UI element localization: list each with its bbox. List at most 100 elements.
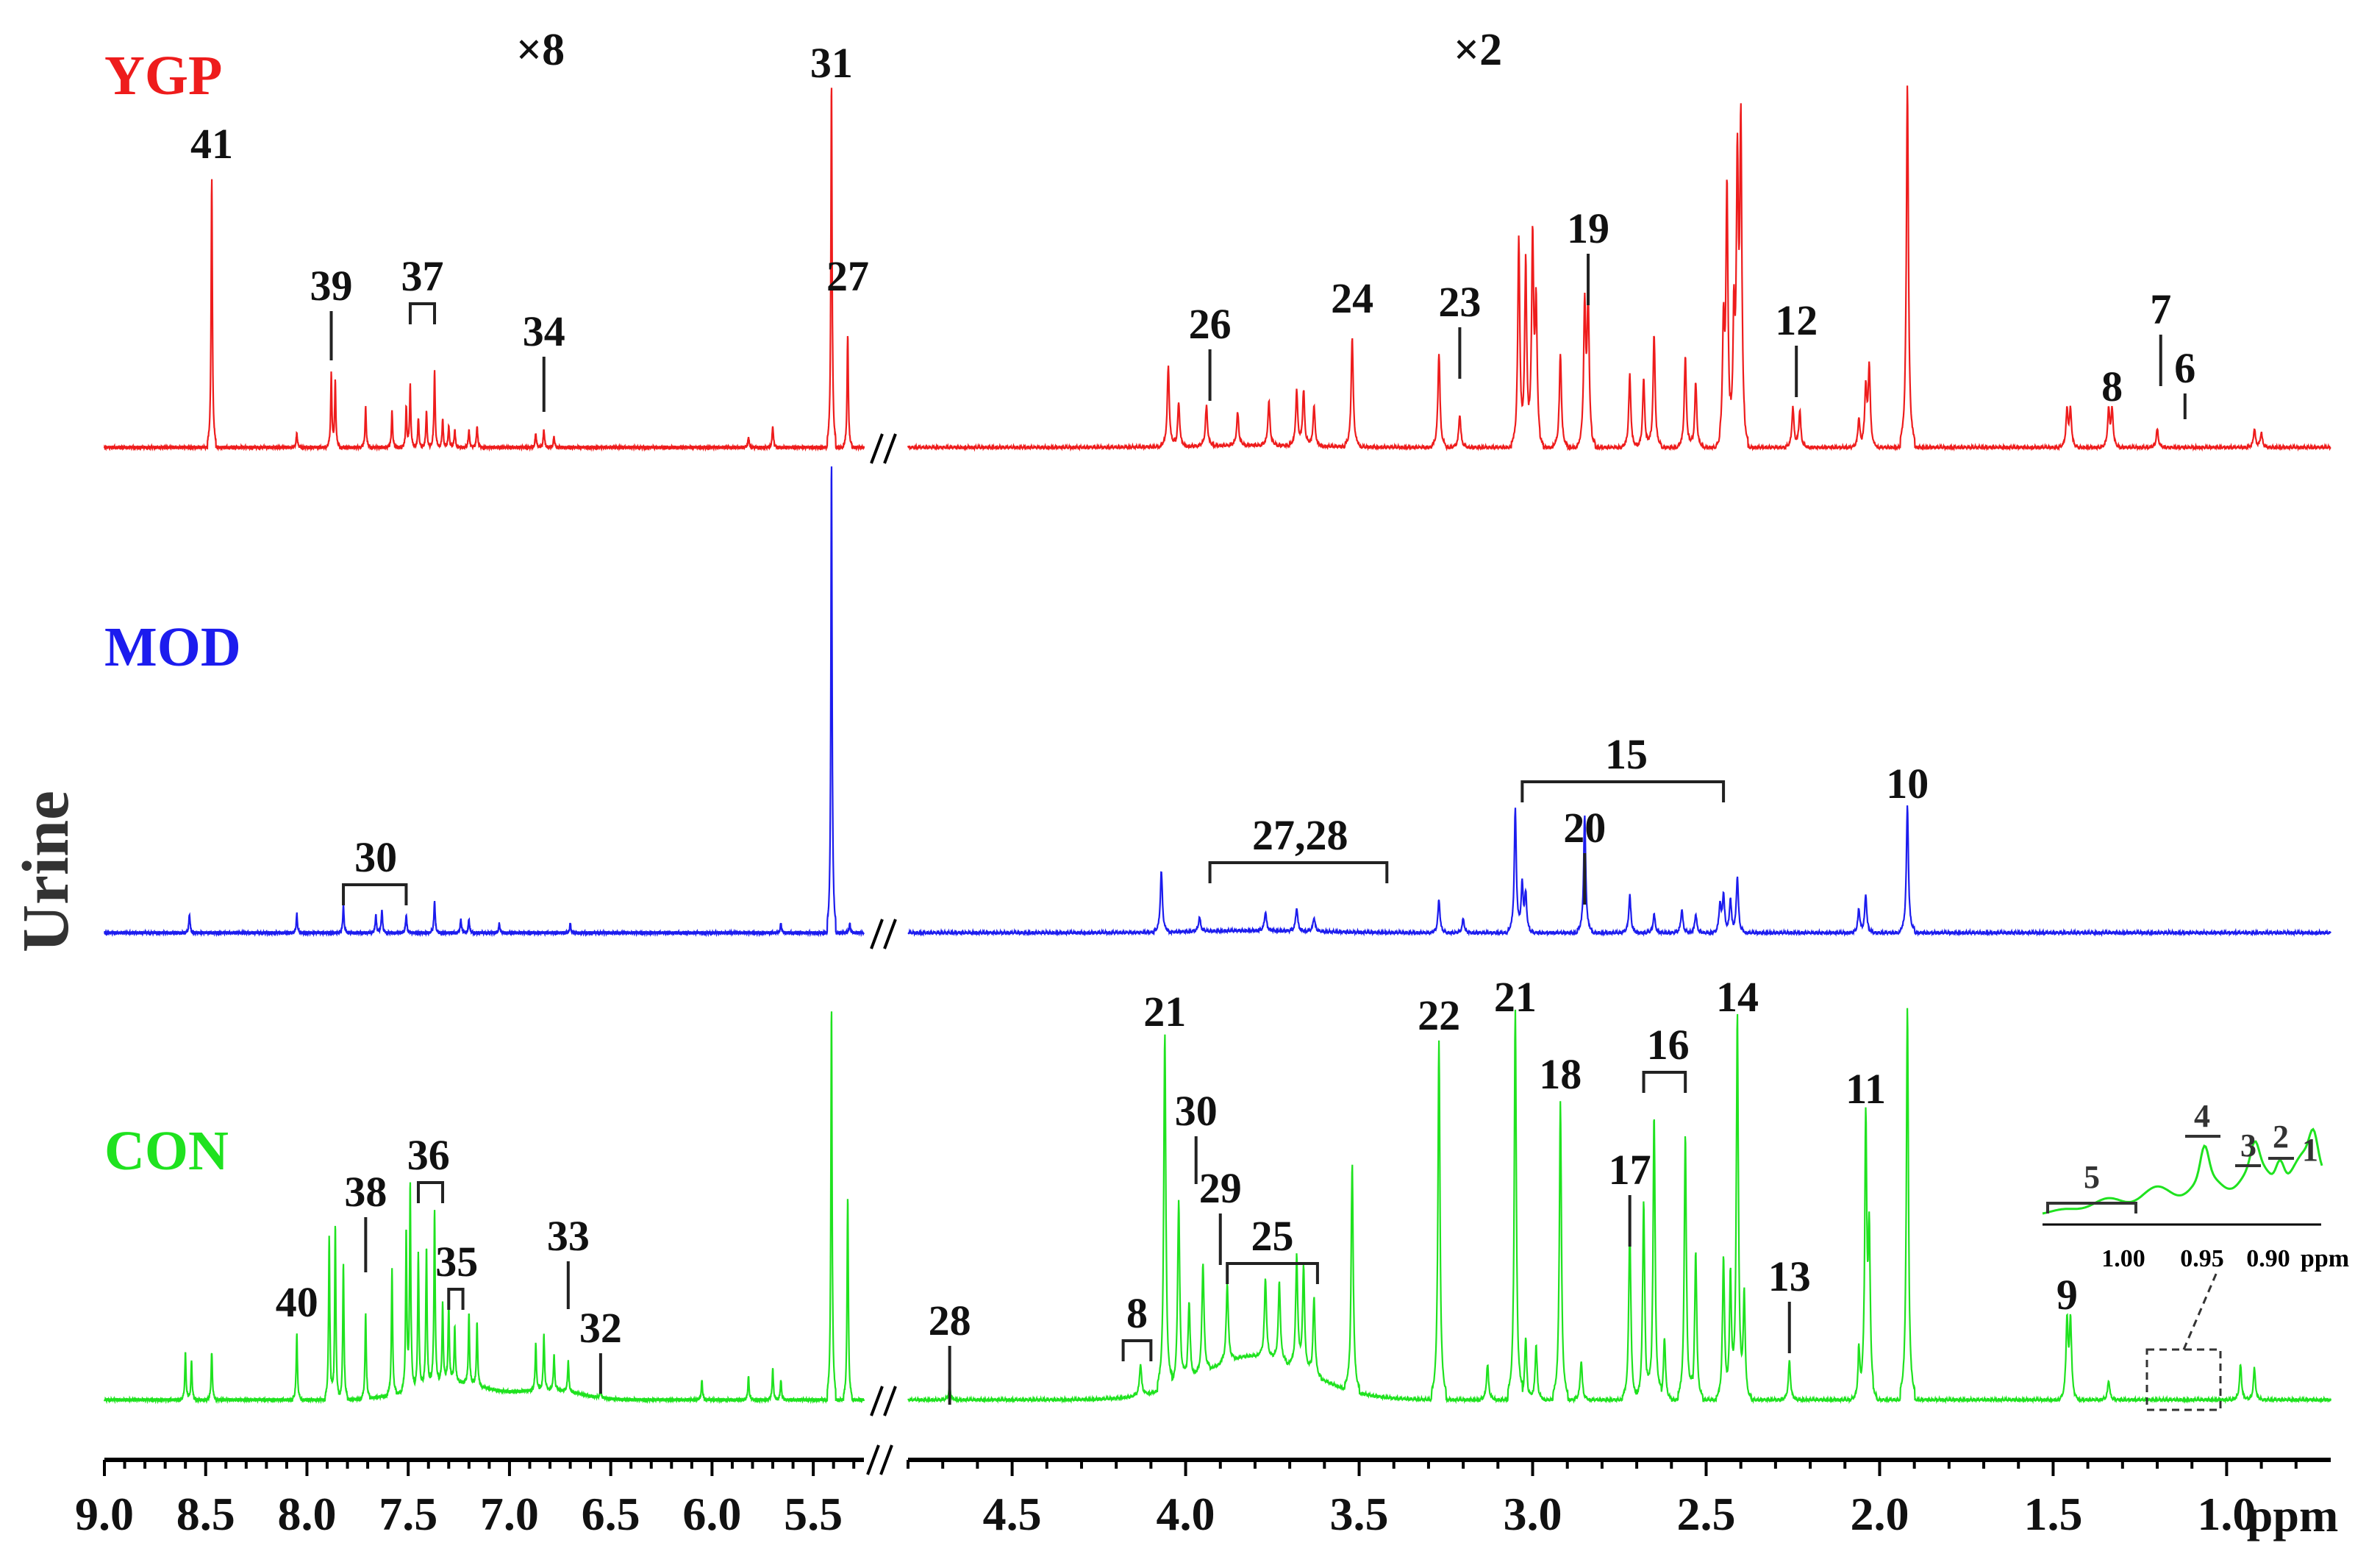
spectrum-con-aliphatic [907, 1008, 2331, 1405]
peak-bracket [342, 883, 408, 905]
axis-break-con [870, 1386, 897, 1416]
x-axis: 9.0 8.5 8.0 7.5 7.0 6.5 6.0 5.5 4.5 4.0 3.5 3.0 2.5 2… [75, 1444, 2331, 1540]
x-tick-label: 3.5 [1330, 1488, 1389, 1540]
inset-peak-label: 5 [2084, 1159, 2100, 1195]
axis-break-ygp [870, 433, 897, 464]
peak-bracket [1520, 780, 1726, 802]
inset-source-box [2145, 1348, 2222, 1411]
peak-label-con-30: 30 [1175, 1087, 1218, 1135]
peak-label-con-35: 35 [435, 1238, 478, 1286]
peak-label-mod-27-28: 27,28 [1252, 811, 1348, 859]
series-label-con: CON [104, 1120, 229, 1182]
inset-peak-label: 4 [2194, 1098, 2210, 1134]
peak-label-ygp-26: 26 [1189, 300, 1232, 348]
x-tick-label: 7.0 [480, 1488, 539, 1540]
peak-bracket [408, 302, 437, 324]
peak-label-ygp-27: 27 [826, 252, 869, 300]
peak-label-con-36: 36 [407, 1131, 450, 1179]
x-tick-label: 4.0 [1157, 1488, 1215, 1540]
peak-label-con-28: 28 [929, 1297, 971, 1344]
spectrum-mod-aromatic [104, 466, 865, 938]
peak-label-con-16: 16 [1647, 1021, 1690, 1069]
inset-zoom: 1.00 0.95 0.90 ppm 5 4 3 2 1 [2042, 1098, 2349, 1411]
series-label-mod: MOD [104, 616, 241, 678]
peak-label-ygp-19: 19 [1567, 204, 1609, 252]
inset-peak-label: 2 [2273, 1119, 2289, 1155]
peak-bracket [1208, 861, 1389, 883]
x-tick-label: 6.5 [582, 1488, 640, 1540]
peak-label-ygp-34: 34 [523, 307, 565, 355]
x-tick-label: 6.0 [682, 1488, 741, 1540]
peak-label-ygp-37: 37 [401, 252, 443, 300]
peak-label-con-33: 33 [547, 1212, 590, 1260]
peak-bracket [1642, 1071, 1687, 1093]
inset-tick-label: 0.95 [2180, 1245, 2224, 1272]
peak-label-ygp-8: 8 [2101, 363, 2123, 410]
spectrum-con-aromatic [103, 1011, 865, 1405]
peak-label-con-18: 18 [1539, 1050, 1582, 1098]
peak-bracket [1226, 1262, 1319, 1284]
peak-label-con-8: 8 [1126, 1289, 1148, 1337]
peak-label-con-13: 13 [1768, 1252, 1811, 1300]
x-tick-label: 4.5 [983, 1488, 1042, 1540]
peak-bracket [447, 1288, 465, 1310]
spectrum-ygp-aliphatic [907, 85, 2331, 452]
spectrum-mod-aliphatic [907, 805, 2331, 937]
x-tick-label: 1.5 [2023, 1488, 2082, 1540]
peak-label-ygp-39: 39 [310, 262, 353, 310]
axis-break-marks [870, 433, 897, 1416]
spectrum-ygp-aromatic [103, 88, 865, 452]
peak-label-ygp-7: 7 [2150, 285, 2171, 333]
x-tick-label: 3.0 [1504, 1488, 1562, 1540]
peak-label-ygp-41: 41 [190, 120, 233, 168]
peak-label-ygp-24: 24 [1331, 274, 1373, 322]
peak-label-ygp-31: 31 [810, 39, 853, 87]
inset-trace [2042, 1127, 2323, 1215]
x-tick-label: 7.5 [379, 1488, 437, 1540]
peak-label-ygp-12: 12 [1775, 296, 1818, 344]
x-tick-label: 2.5 [1676, 1488, 1735, 1540]
scale-factor-left: ×8 [516, 25, 565, 75]
peak-label-con-25: 25 [1251, 1212, 1294, 1260]
peak-bracket [1121, 1339, 1153, 1361]
peak-label-con-21: 21 [1143, 988, 1186, 1036]
inset-tick-label: 0.90 [2246, 1245, 2290, 1272]
peak-label-ygp-23: 23 [1438, 278, 1481, 326]
series-label-ygp: YGP [104, 45, 222, 107]
peak-label-con-32: 32 [579, 1304, 622, 1352]
x-axis-break [866, 1444, 893, 1475]
peak-label-con-17: 17 [1609, 1146, 1651, 1194]
peak-bracket [416, 1181, 445, 1203]
x-tick-label: 5.5 [784, 1488, 843, 1540]
x-tick-label: 8.0 [277, 1488, 336, 1540]
peak-label-mod-15: 15 [1605, 730, 1648, 778]
inset-peak-label: 1 [2302, 1132, 2318, 1168]
peak-label-con-38: 38 [344, 1168, 387, 1216]
peak-label-con-22: 22 [1418, 991, 1460, 1039]
inset-unit: ppm [2301, 1245, 2349, 1272]
peak-label-ygp-6: 6 [2174, 344, 2195, 392]
axis-break-mod [870, 919, 897, 949]
spectrum-traces [103, 85, 2331, 1405]
scale-factor-right: ×2 [1454, 25, 1502, 75]
x-tick-label: 8.5 [176, 1488, 235, 1540]
x-tick-label: 9.0 [75, 1488, 134, 1540]
inset-tick-label: 1.00 [2101, 1245, 2145, 1272]
y-axis-label: Urine [10, 791, 82, 952]
inset-leader [2182, 1272, 2218, 1350]
peak-label-con-9: 9 [2056, 1271, 2078, 1319]
x-tick-label: 1.0 [2197, 1488, 2256, 1540]
peak-label-mod-10: 10 [1886, 760, 1929, 808]
peak-label-con-40: 40 [276, 1278, 318, 1326]
inset-peak-label: 3 [2240, 1127, 2256, 1163]
x-axis-unit: ppm [2247, 1489, 2339, 1541]
peak-label-mod-30: 30 [354, 833, 397, 881]
peak-label-con-29: 29 [1199, 1164, 1242, 1212]
peak-label-con-11: 11 [1845, 1065, 1886, 1113]
x-tick-label: 2.0 [1850, 1488, 1909, 1540]
peak-label-mod-20: 20 [1563, 804, 1606, 852]
peak-label-con-14: 14 [1716, 973, 1759, 1021]
peak-label-con-21: 21 [1494, 973, 1537, 1021]
